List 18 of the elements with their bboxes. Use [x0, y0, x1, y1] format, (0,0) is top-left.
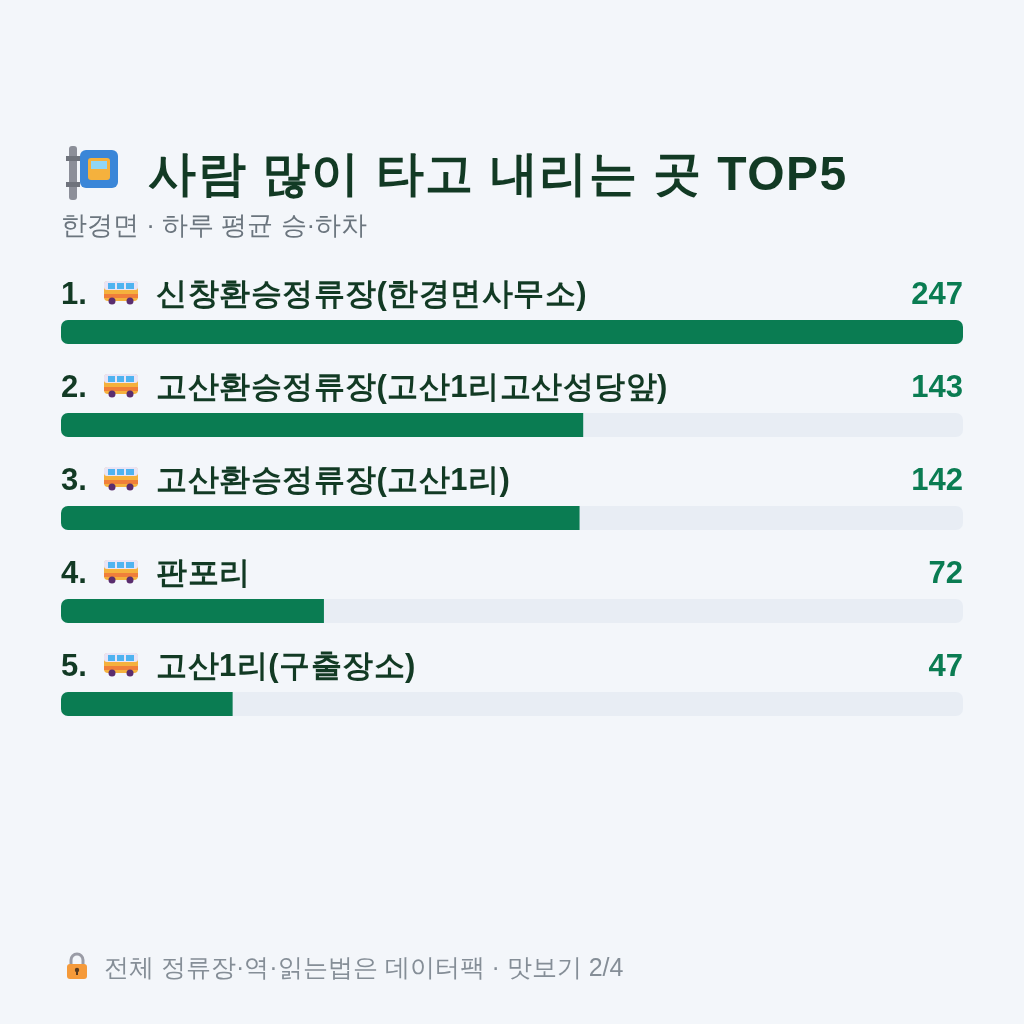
annotation: 전체 정류장·역·읽는법은 데이터팩 · 맛보기 2/4 — [104, 953, 624, 981]
category-rank: 4. — [61, 555, 87, 590]
category: 판포리 — [156, 555, 251, 590]
category-rank: 5. — [61, 648, 87, 683]
subtitle: 한경면 · 하루 평균 승·하차 — [61, 210, 368, 240]
category: 고산1리(구출장소) — [156, 648, 416, 683]
data-label: 142 — [911, 462, 963, 497]
data-label: 72 — [928, 555, 963, 590]
data-label: 143 — [911, 369, 963, 404]
category: 신창환승정류장(한경면사무소) — [156, 276, 588, 311]
data-label: 247 — [911, 276, 963, 311]
category: 고산환승정류장(고산1리고산성당앞) — [156, 369, 668, 404]
category-rank: 3. — [61, 462, 87, 497]
category: 고산환승정류장(고산1리) — [156, 462, 511, 497]
data-label: 47 — [928, 648, 963, 683]
category-rank: 2. — [61, 369, 87, 404]
title: 사람 많이 타고 내리는 곳 TOP5 — [148, 147, 848, 200]
category-rank: 1. — [61, 276, 87, 311]
